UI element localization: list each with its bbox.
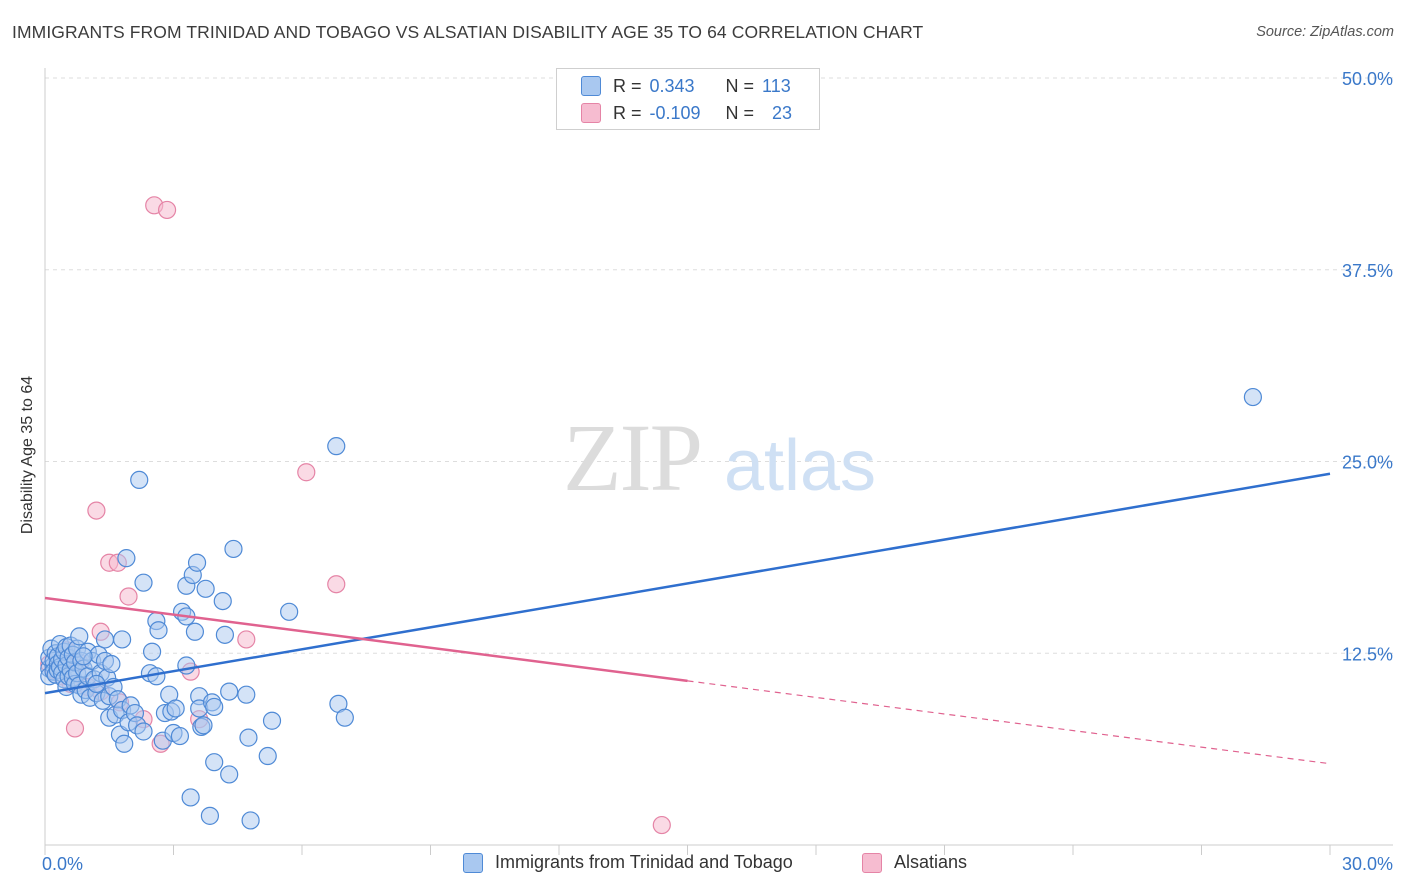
legend-n-value: 113 [762, 75, 791, 96]
legend-swatch-blue [581, 76, 601, 96]
data-point-trinidad [185, 622, 205, 641]
legend-item-trinidad[interactable]: Immigrants from Trinidad and Tobago [463, 852, 793, 873]
trend-line-alsatians-extension [687, 680, 1331, 765]
alsatians-points [40, 196, 671, 835]
legend-label-trinidad: Immigrants from Trinidad and Tobago [495, 852, 793, 872]
data-point-trinidad [134, 573, 153, 592]
data-point-alsatians [327, 575, 346, 594]
data-point-trinidad [194, 716, 213, 735]
correlation-legend: R = 0.343 N = 113 R = -0.109 N = 23 [556, 68, 820, 130]
data-point-trinidad [239, 728, 258, 747]
data-point-trinidad [200, 806, 220, 825]
chart-title: IMMIGRANTS FROM TRINIDAD AND TOBAGO VS A… [12, 22, 924, 42]
source-label: Source: ZipAtlas.com [1256, 24, 1394, 40]
data-point-trinidad [280, 602, 299, 621]
legend-item-alsatians[interactable]: Alsatians [862, 852, 967, 873]
legend-r-value: 0.343 [649, 75, 695, 96]
data-point-trinidad [241, 811, 260, 830]
watermark-zip: ZIP [563, 404, 701, 511]
data-point-alsatians [157, 200, 177, 220]
data-point-trinidad [262, 711, 282, 730]
data-point-trinidad [166, 699, 185, 718]
x-tick-label-min: 0.0% [42, 854, 83, 874]
y-tick-label: 37.5% [1342, 261, 1393, 281]
data-point-trinidad [187, 553, 207, 572]
legend-n-value: 23 [772, 102, 793, 123]
legend-swatch-pink [581, 103, 601, 123]
data-point-trinidad [258, 746, 277, 766]
trend-lines [44, 472, 1331, 765]
y-tick-label: 25.0% [1342, 453, 1393, 473]
trinidad-points [40, 387, 1263, 830]
data-point-trinidad [142, 642, 162, 661]
data-point-trinidad [220, 682, 239, 701]
data-point-alsatians [237, 630, 256, 649]
tick-labels: 12.5% 25.0% 37.5% 50.0% 0.0% 30.0% [42, 69, 1393, 874]
data-point-trinidad [74, 647, 93, 666]
data-point-trinidad [115, 734, 134, 753]
legend-label-alsatians: Alsatians [894, 852, 968, 872]
data-point-trinidad [117, 549, 136, 568]
legend-swatch-pink [862, 852, 882, 873]
data-point-trinidad [224, 539, 243, 559]
data-point-alsatians [119, 587, 138, 606]
data-point-trinidad [181, 788, 200, 807]
data-point-trinidad [205, 753, 224, 772]
data-point-trinidad [205, 697, 224, 717]
trend-line-alsatians [44, 596, 688, 683]
x-tick-label-max: 30.0% [1342, 854, 1393, 874]
data-point-trinidad [134, 722, 153, 741]
data-point-trinidad [1243, 387, 1263, 407]
watermark: ZIP atlas [563, 404, 876, 511]
data-point-trinidad [237, 685, 256, 704]
data-point-alsatians [297, 463, 316, 482]
y-tick-label: 12.5% [1342, 644, 1393, 664]
legend-row-alsatians: R = -0.109 N = 23 [581, 101, 792, 125]
data-point-trinidad [95, 630, 115, 649]
series-legend: Immigrants from Trinidad and Tobago Alsa… [0, 852, 1406, 878]
data-point-trinidad [102, 654, 121, 674]
data-point-trinidad [215, 625, 234, 644]
data-point-alsatians [65, 719, 85, 738]
data-point-alsatians [87, 501, 106, 520]
data-point-trinidad [220, 765, 239, 784]
data-point-trinidad [70, 627, 89, 646]
data-point-trinidad [196, 579, 215, 598]
legend-n-label: N = [725, 75, 755, 96]
gridlines [45, 77, 1393, 654]
data-point-trinidad [327, 437, 346, 456]
watermark-atlas: atlas [724, 426, 876, 506]
data-point-trinidad [335, 708, 354, 727]
legend-n-label: N = [725, 102, 755, 123]
trend-line-trinidad [44, 472, 1331, 695]
data-point-trinidad [177, 656, 196, 675]
data-point-trinidad [112, 630, 132, 649]
data-point-trinidad [130, 470, 149, 490]
legend-swatch-blue [463, 852, 483, 873]
data-point-trinidad [213, 591, 232, 611]
legend-row-trinidad: R = 0.343 N = 113 [581, 74, 791, 98]
axes [44, 68, 1393, 855]
legend-r-label: R = [613, 102, 642, 123]
y-tick-label: 50.0% [1342, 69, 1393, 89]
data-point-trinidad [149, 621, 168, 640]
data-point-alsatians [652, 815, 671, 835]
legend-r-value: -0.109 [649, 102, 701, 123]
legend-r-label: R = [613, 75, 642, 96]
data-point-trinidad [170, 726, 190, 746]
